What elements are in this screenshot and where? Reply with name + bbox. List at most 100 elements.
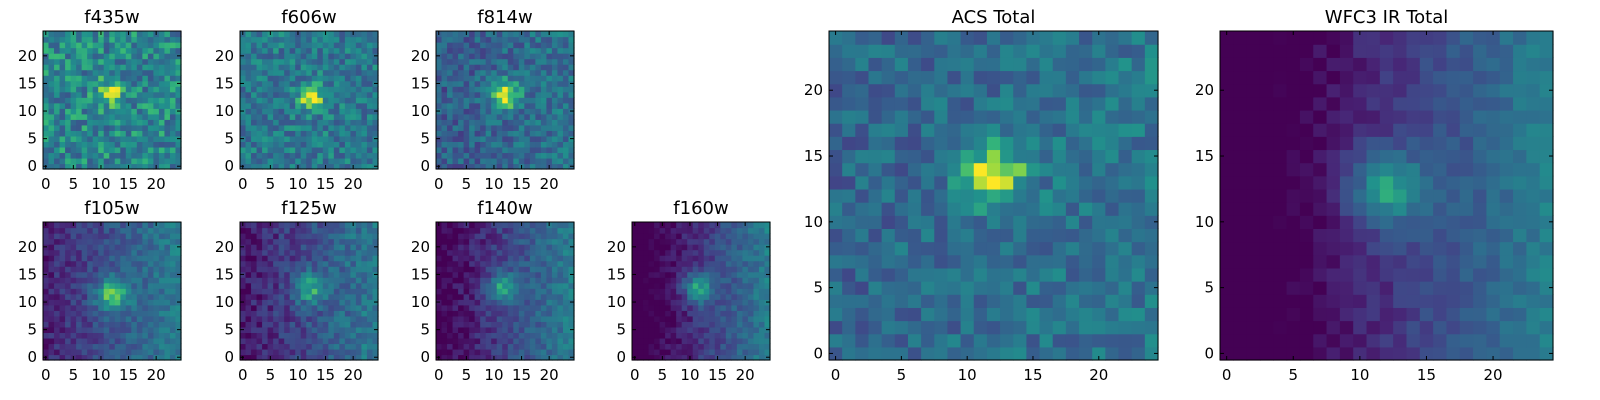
heatmap-cell [458, 249, 465, 256]
heatmap-cell [654, 227, 661, 234]
heatmap-cell [524, 91, 531, 98]
heatmap-cell [361, 108, 368, 115]
heatmap-cell [1026, 346, 1041, 361]
heatmap-cell [441, 58, 448, 65]
heatmap-cell [142, 58, 149, 65]
heatmap-cell [753, 332, 760, 339]
heatmap-cell [355, 102, 363, 109]
heatmap-cell [557, 315, 564, 322]
heatmap-cell [289, 332, 296, 339]
heatmap-cell [306, 233, 313, 240]
heatmap-cell [709, 354, 716, 361]
heatmap-cell [114, 304, 121, 311]
heatmap-cell [1065, 333, 1080, 348]
y-tick-label: 5 [224, 321, 234, 339]
heatmap-cell [463, 326, 470, 333]
heatmap-cell [436, 321, 443, 328]
heatmap-cell [65, 53, 72, 60]
heatmap-cell [366, 113, 374, 120]
heatmap-cell [372, 348, 379, 356]
heatmap-cell [147, 238, 154, 245]
heatmap-cell [496, 152, 503, 159]
heatmap-cell [169, 146, 177, 154]
heatmap-cell [687, 277, 694, 284]
heatmap-cell [70, 124, 77, 131]
heatmap-cell [120, 337, 127, 345]
heatmap-cell [245, 119, 252, 126]
heatmap-cell [245, 53, 252, 60]
heatmap-cell [474, 293, 481, 300]
heatmap-cell [485, 293, 492, 300]
heatmap-cell [441, 271, 448, 278]
heatmap-cell [540, 332, 547, 339]
heatmap-cell [637, 266, 644, 273]
heatmap-cell [300, 260, 307, 267]
heatmap-cell [278, 233, 285, 240]
heatmap-cell [92, 47, 99, 54]
heatmap-cell [485, 97, 492, 104]
heatmap-cell [169, 315, 177, 322]
heatmap-cell [278, 227, 285, 234]
heatmap-cell [692, 343, 699, 350]
heatmap-cell [311, 304, 318, 311]
heatmap-cell [986, 320, 1001, 335]
heatmap-cell [513, 119, 520, 126]
heatmap-cell [81, 337, 88, 345]
heatmap-cell [709, 233, 716, 240]
heatmap-cell [474, 299, 481, 306]
heatmap-cell [98, 75, 105, 82]
heatmap-cell [131, 130, 138, 137]
heatmap-cell [725, 271, 732, 278]
heatmap-cell [147, 271, 154, 278]
heatmap-cell [1052, 228, 1067, 243]
heatmap-cell [535, 91, 542, 98]
heatmap-cell [92, 97, 99, 104]
heatmap-cell [654, 260, 661, 267]
heatmap-cell [921, 162, 935, 177]
heatmap-cell [317, 255, 324, 262]
heatmap-cell [480, 260, 487, 267]
heatmap-cell [960, 202, 975, 216]
heatmap-cell [344, 124, 351, 131]
heatmap-cell [136, 69, 143, 76]
heatmap-cell [491, 266, 498, 273]
heatmap-cell [142, 42, 149, 49]
heatmap-cell [306, 124, 313, 131]
heatmap-cell [125, 108, 132, 115]
heatmap-cell [692, 348, 699, 356]
heatmap-cell [1144, 228, 1159, 243]
heatmap-cell [513, 293, 520, 300]
heatmap-cell [469, 255, 476, 262]
heatmap-cell [687, 321, 694, 328]
heatmap-cell [703, 227, 710, 234]
y-tick-label: 0 [420, 157, 430, 175]
heatmap-cell [114, 299, 121, 306]
heatmap-cell [103, 332, 110, 339]
heatmap-cell [251, 337, 258, 345]
heatmap-cell [322, 304, 329, 311]
heatmap-cell [1026, 281, 1041, 295]
heatmap-cell [333, 244, 340, 251]
heatmap-cell [262, 326, 269, 333]
heatmap-cell [469, 152, 476, 159]
heatmap-cell [687, 293, 694, 300]
heatmap-cell [546, 130, 553, 137]
heatmap-cell [147, 102, 154, 109]
heatmap-cell [491, 97, 498, 104]
heatmap-cell [529, 271, 536, 278]
heatmap-cell [48, 130, 55, 137]
heatmap-cell [81, 233, 88, 240]
heatmap-cell [447, 135, 454, 142]
heatmap-cell [1105, 294, 1120, 308]
heatmap-cell [76, 47, 83, 54]
heatmap-cell [361, 227, 368, 234]
heatmap-cell [267, 266, 274, 273]
heatmap-cell [557, 310, 564, 317]
heatmap-cell [507, 47, 514, 54]
heatmap-cell [109, 315, 116, 322]
heatmap-cell [894, 267, 909, 282]
heatmap-cell [681, 321, 688, 328]
heatmap-cell [507, 152, 514, 159]
heatmap-cell [306, 31, 313, 38]
heatmap-cell [295, 310, 302, 317]
